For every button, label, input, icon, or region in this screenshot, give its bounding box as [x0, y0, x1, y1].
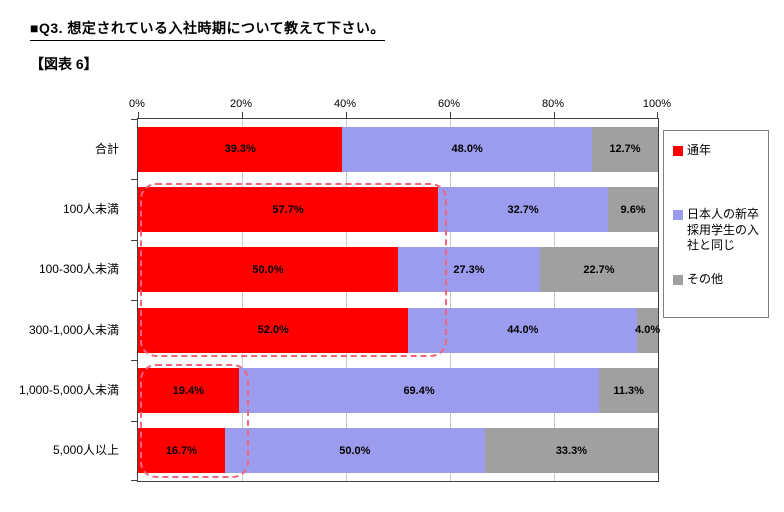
bar-segment-3: 4.0% — [635, 307, 661, 353]
bar-value-label: 9.6% — [620, 203, 646, 216]
bar-segment-2: 48.0% — [342, 126, 592, 172]
highlight-box — [139, 364, 249, 478]
bar-value-label: 33.3% — [555, 444, 588, 457]
axis-tick-label: 20% — [229, 98, 253, 110]
bar-segment-1: 52.0% — [138, 307, 409, 353]
category-label: 5,000人以上 — [52, 443, 119, 458]
legend-swatch-icon — [673, 275, 683, 286]
axis-tick — [131, 119, 137, 120]
axis-tick-label: 0% — [129, 98, 145, 110]
category-label: 100-300人未満 — [38, 262, 119, 277]
bar-segment-3: 9.6% — [608, 187, 659, 232]
bar-segment-3: 22.7% — [539, 247, 658, 293]
grid-line — [346, 119, 347, 481]
stacked-bar: 19.4% 69.4% 11.3% — [138, 368, 658, 413]
bar-value-label: 48.0% — [451, 143, 483, 156]
bar-value-label: 50.0% — [339, 444, 371, 457]
axis-tick — [450, 112, 451, 118]
axis-tick — [131, 240, 137, 241]
axis-tick — [131, 300, 137, 301]
bar-segment-2: 32.7% — [438, 187, 609, 232]
category-axis: 合計 100人未満 100-300人未満 300-1,000人未満 1,000-5,00… — [0, 118, 128, 482]
legend: 通年日本人の新卒採用学生の入社と同じその他 — [663, 130, 769, 318]
x-axis-top: 0% 20% 40% 60% 80% 100% — [0, 98, 784, 114]
axis-tick-label: 40% — [333, 98, 357, 110]
grid-line — [554, 119, 555, 481]
bar-segment-1: 39.3% — [138, 126, 343, 172]
legend-item: 日本人の新卒採用学生の入社と同じ — [673, 207, 764, 254]
bar-segment-1: 57.7% — [138, 187, 439, 232]
grid-line — [242, 119, 243, 481]
bar-value-label: 39.3% — [224, 143, 256, 156]
highlight-box — [139, 183, 448, 358]
stacked-bar: 39.3% 48.0% 12.7% — [138, 126, 658, 172]
legend-label: 通年 — [687, 143, 712, 157]
axis-tick — [346, 112, 347, 118]
axis-tick — [242, 112, 243, 118]
legend-item: 通年 — [673, 143, 764, 159]
bar-segment-1: 19.4% — [138, 368, 239, 413]
axis-tick — [131, 480, 137, 481]
bar-value-label: 44.0% — [507, 324, 539, 337]
legend-swatch-icon — [673, 209, 683, 220]
bar-value-label: 12.7% — [609, 143, 641, 156]
question-title: ■Q3. 想定されている入社時期について教えて下さい。 — [30, 18, 385, 41]
stacked-bar: 57.7% 32.7% 9.6% — [138, 187, 659, 232]
category-label: 1,000-5,000人未満 — [18, 382, 119, 397]
bar-value-label: 69.4% — [403, 384, 435, 397]
bar-segment-3: 33.3% — [484, 428, 658, 474]
bar-value-label: 11.3% — [613, 384, 644, 397]
axis-tick — [131, 421, 137, 422]
bar-segment-3: 12.7% — [591, 126, 658, 172]
bar-segment-1: 50.0% — [138, 247, 398, 293]
bar-value-label: 52.0% — [257, 324, 289, 337]
figure-label: 【図表 6】 — [30, 56, 98, 72]
bar-segment-2: 50.0% — [224, 428, 485, 474]
grid-line — [450, 119, 451, 481]
axis-tick-label: 60% — [437, 98, 461, 110]
category-label: 300-1,000人未満 — [28, 322, 119, 337]
legend-label: その他 — [687, 272, 724, 287]
bar-value-label: 22.7% — [583, 263, 615, 276]
bar-segment-2: 27.3% — [398, 247, 540, 293]
bar-value-label: 32.7% — [507, 203, 539, 216]
category-label: 合計 — [94, 141, 119, 156]
plot-area: 39.3% 48.0% 12.7% 57.7% 32.7% 9.6% 50.0% 27.3% 2… — [131, 112, 661, 482]
bar-value-label: 50.0% — [252, 263, 284, 276]
bar-value-label: 27.3% — [453, 263, 485, 276]
bar-value-label: 57.7% — [272, 203, 304, 216]
stacked-bar: 50.0% 27.3% 22.7% — [138, 247, 658, 293]
legend-label: 日本人の新卒採用学生の入社と同じ — [687, 206, 760, 253]
bar-segment-2: 69.4% — [238, 368, 600, 413]
bar-value-label: 19.4% — [172, 384, 204, 397]
axis-tick-label: 80% — [541, 98, 565, 110]
legend-item: その他 — [673, 272, 764, 288]
axis-tick — [138, 112, 139, 118]
axis-tick — [131, 179, 137, 180]
axis-tick — [131, 360, 137, 361]
axis-tick — [554, 112, 555, 118]
bar-segment-3: 11.3% — [599, 368, 658, 413]
axis-tick — [657, 112, 658, 118]
bar-value-label: 16.7% — [165, 444, 198, 457]
bar-value-label: 4.0% — [635, 324, 661, 337]
axis-tick-label: 100% — [642, 98, 672, 110]
legend-swatch-icon — [673, 146, 683, 156]
category-label: 100人未満 — [62, 201, 119, 216]
